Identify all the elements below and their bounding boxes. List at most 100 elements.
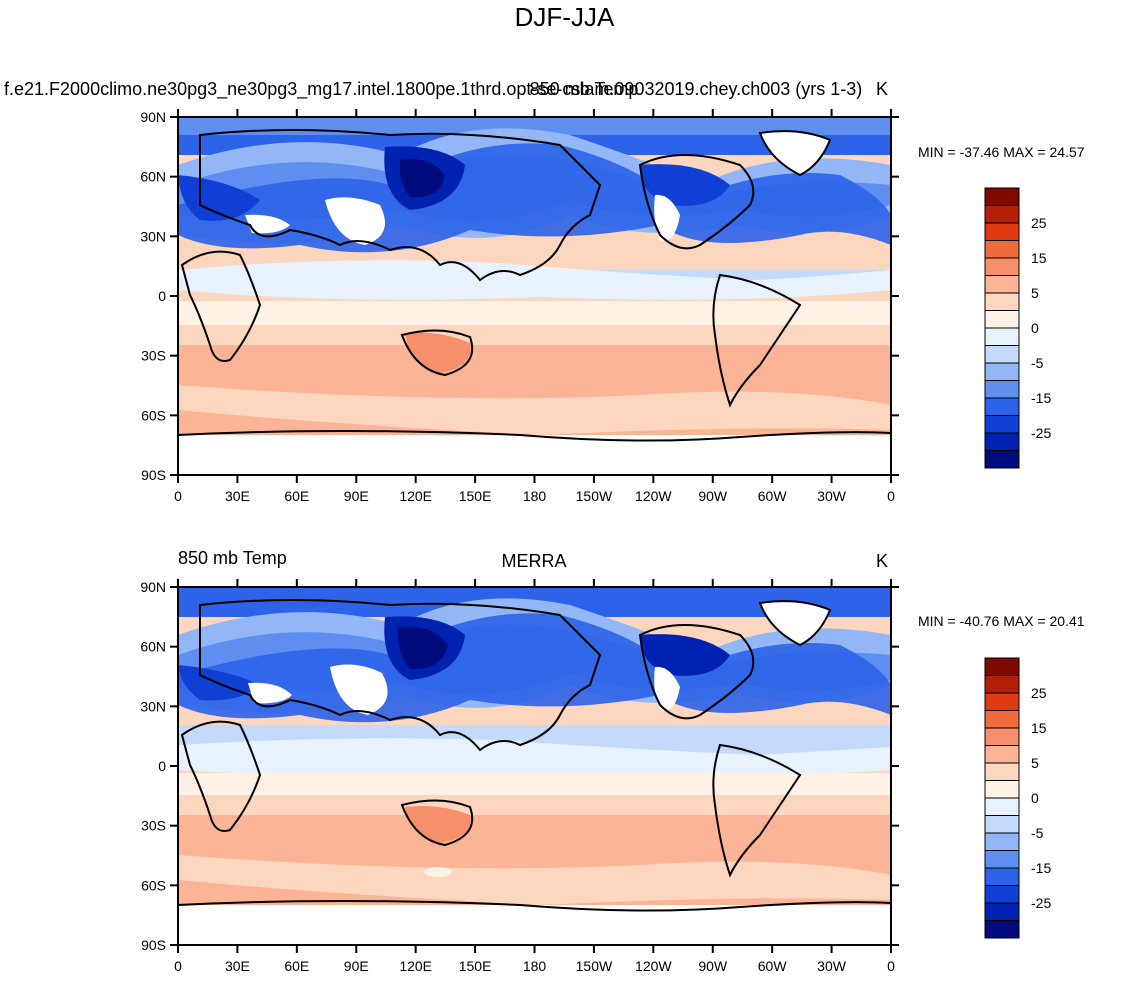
panel1-colorbar-box [984,450,1020,469]
panel2-xtick-label: 0 [887,958,895,974]
page-title: DJF-JJA [514,2,615,32]
panel1-colorbar: 25 15 5 0 -5 -15 -25 [984,187,1051,469]
panel1-xtick-label: 0 [174,488,182,504]
panel1-case-title: f.e21.F2000climo.ne30pg3_ne30pg3_mg17.in… [4,79,863,99]
panel1-colorbar-label: 25 [1031,215,1047,231]
panel2-xtick-label: 60E [284,958,309,974]
panel2-colorbar-label: -15 [1031,860,1051,876]
panel2-colorbar-label: -25 [1031,895,1051,911]
panel2-map: 90N 60N 30N 0 30S 60S 90S 0 30E 60E 90E 120E 150E 180… [140,579,899,974]
panel1-ytick-label: 60N [140,169,166,185]
panel1-colorbar-label: -15 [1031,390,1051,406]
panel1-ytick-label: 30S [141,348,166,364]
panel2-colorbar-box [984,885,1020,904]
panel1-xtick-label: 120E [399,488,432,504]
panel2-colorbar-box [984,920,1020,939]
panel2-variable-title: 850 mb Temp [178,548,287,568]
panel2-colorbar-box [984,797,1020,816]
panel1-colorbar-label: 15 [1031,250,1047,266]
panel1-colorbar-label: 5 [1031,285,1039,301]
panel2-colorbar-label: 0 [1031,790,1039,806]
panel1-minmax: MIN = -37.46 MAX = 24.57 [918,144,1085,160]
panel1-xtick-label: 30W [817,488,847,504]
panel2-colorbar-box [984,867,1020,886]
panel1-coastlines [177,129,892,442]
panel2-minmax: MIN = -40.76 MAX = 20.41 [918,613,1085,629]
panel2-xtick-label: 180 [523,958,547,974]
panel2-dataset-title: MERRA [501,551,567,571]
panel2-xtick-label: 30W [817,958,847,974]
panel1-colorbar-box [984,187,1020,206]
panel1-colorbar-label: -5 [1031,355,1044,371]
panel1-xtick-label: 120W [635,488,672,504]
panel1-colorbar-box [984,432,1020,451]
panel2-ytick-label: 0 [158,758,166,774]
panel1-xtick-label: 90E [344,488,369,504]
panel2-colorbar-box [984,832,1020,851]
panel1-ytick-label: 60S [141,407,166,423]
panel1-colorbar-box [984,380,1020,399]
panel2-colorbar-box [984,692,1020,711]
panel2-xtick-label: 150W [576,958,613,974]
panel1-colorbar-box [984,205,1020,224]
panel2-units: K [876,551,889,571]
panel2-colorbar-box [984,675,1020,694]
panel2-xtick-label: 120W [635,958,672,974]
panel2-ytick-label: 60S [141,877,166,893]
panel1-xtick-label: 150E [459,488,492,504]
panel2-xtick-label: 30E [225,958,250,974]
panel1-xtick-label: 90W [698,488,728,504]
panel2-xtick-label: 60W [758,958,788,974]
panel2-colorbar: 25 15 5 0 -5 -15 -25 [984,657,1051,939]
panel1-colorbar-box [984,362,1020,381]
panel1-variable-title: 850 mb Temp [529,79,639,99]
panel2-xtick-label: 150E [459,958,492,974]
panel2-xtick-label: 120E [399,958,432,974]
panel2-colorbar-label: -5 [1031,825,1044,841]
panel2-xtick-label: 90W [698,958,728,974]
panel1-colorbar-box [984,415,1020,434]
panel2-ytick-label: 30N [140,698,166,714]
panel2-colorbar-label: 5 [1031,755,1039,771]
panel2-colorbar-box [984,850,1020,869]
panel2-colorbar-box [984,780,1020,799]
panel1-ytick-label: 90N [140,109,166,125]
panel1-xtick-label: 150W [576,488,613,504]
panel1-xtick-label: 60W [758,488,788,504]
panel2-colorbar-box [984,710,1020,729]
panel2-colorbar-box [984,727,1020,746]
panel2-xtick-label: 90E [344,958,369,974]
panel1-ticks: 90N 60N 30N 0 30S 60S 90S 0 30E 60E 90E 120E 150E 180… [140,109,899,504]
panel1-colorbar-box [984,310,1020,329]
panel2-colorbar-box [984,762,1020,781]
panel1-colorbar-box [984,327,1020,346]
panel2-colorbar-label: 15 [1031,720,1047,736]
panel1-ytick-label: 0 [158,288,166,304]
panel1-colorbar-box [984,275,1020,294]
panel1-xtick-label: 0 [887,488,895,504]
panel2-ytick-label: 60N [140,639,166,655]
panel2-xtick-label: 0 [174,958,182,974]
panel1-colorbar-box [984,345,1020,364]
panel1-colorbar-box [984,222,1020,241]
panel2-colorbar-box [984,815,1020,834]
panel1-colorbar-box [984,257,1020,276]
panel1-ytick-label: 90S [141,467,166,483]
panel1-units: K [876,79,889,99]
panel2-colorbar-box [984,902,1020,921]
panel1-colorbar-label: 0 [1031,320,1039,336]
panel1-ytick-label: 30N [140,228,166,244]
panel2-colorbar-box [984,657,1020,676]
panel1-map: 90N 60N 30N 0 30S 60S 90S 0 30E 60E 90E 120E 150E 180… [140,109,899,504]
panel1-xtick-label: 30E [225,488,250,504]
panel1-xtick-label: 180 [523,488,547,504]
panel2-colorbar-label: 25 [1031,685,1047,701]
panel2-ytick-label: 90S [141,937,166,953]
panel2-colorbar-box [984,745,1020,764]
panel1-colorbar-label: -25 [1031,425,1051,441]
panel1-colorbar-box [984,397,1020,416]
panel1-colorbar-box [984,292,1020,311]
panel1-colorbar-box [984,240,1020,259]
panel2-coastlines [177,599,892,912]
panel1-field [178,117,891,475]
